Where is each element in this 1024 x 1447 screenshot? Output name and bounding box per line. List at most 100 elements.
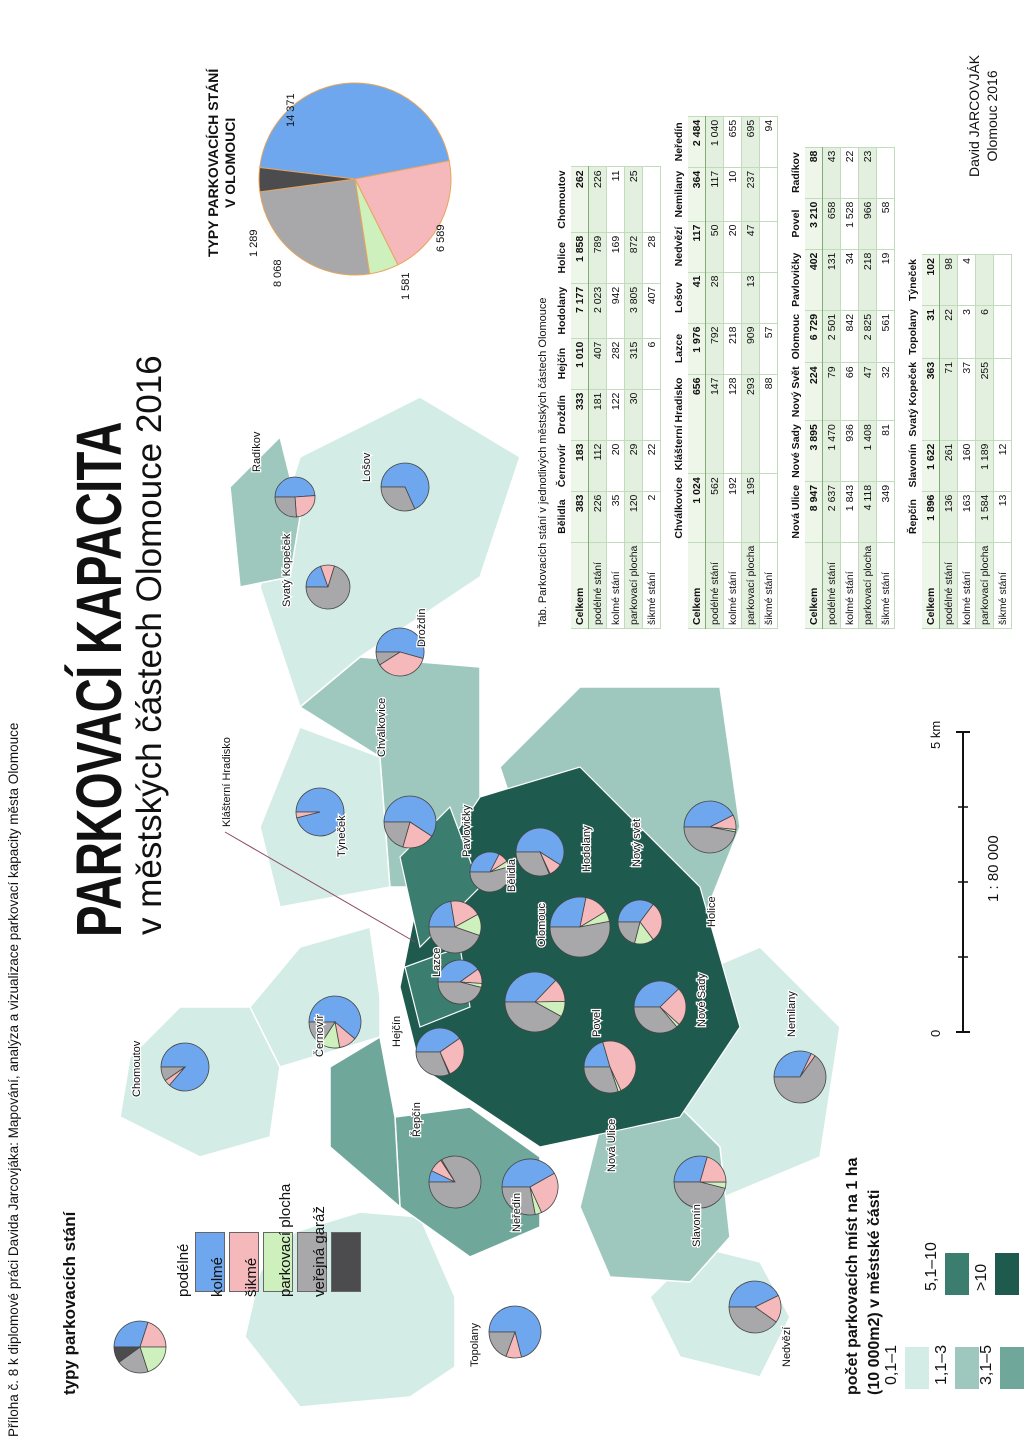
author-name: David JARCOVJÁK (966, 54, 982, 177)
pie-klášterní-hradisko-slice-3 (428, 926, 481, 954)
table-row: šikmé stání 13 12 (993, 254, 1012, 629)
table-header: Slavonín (903, 440, 922, 492)
table-row-label: Celkem (570, 542, 589, 629)
summary-pie-label-1: 6 589 (435, 224, 447, 252)
table-cell: 1 584 (975, 491, 994, 543)
table-row: parkovací plocha 195 293 909 13 47 237 695 (741, 116, 760, 629)
table-cell: 789 (588, 232, 607, 284)
pie-klášterní-hradisko-slice-0 (428, 900, 456, 928)
table-cell: 402 (804, 249, 823, 311)
table-row: Celkem 1 024 656 1 976 41 117 364 2 484 (687, 116, 706, 629)
table-cell: 909 (741, 323, 760, 375)
table-cell: 169 (606, 232, 625, 284)
label-cernovir: Černovír (313, 1014, 326, 1057)
pie-nová-ulice-slice-3 (673, 1181, 726, 1209)
pie-nedvězí-slice-3 (728, 1306, 777, 1334)
table-cell: 22 (642, 440, 661, 492)
table-cell: 30 (624, 389, 643, 441)
table-cell (759, 167, 778, 222)
pie-pavlovičky-slice-0 (469, 851, 500, 873)
table-cell: 47 (741, 221, 760, 273)
pie-nový-svět-slice-1 (639, 903, 663, 941)
table-header: Nemilany (669, 167, 688, 222)
table-cell: 282 (606, 338, 625, 390)
table-header: Olomouc (786, 310, 805, 363)
label-neredin: Neředín (511, 1193, 523, 1232)
table-row: kolmé stání 1 843 936 66 842 34 1 528 22 (840, 147, 859, 629)
pie-holice-slice-0 (683, 800, 734, 828)
label-olomouc: Olomouc (536, 902, 548, 947)
table-cell: 349 (876, 481, 895, 543)
table-cell: 160 (957, 440, 976, 492)
pie-droždín-slice-0 (375, 627, 425, 659)
table-cell: 658 (822, 198, 841, 250)
table-cell: 81 (876, 420, 895, 482)
table-header: Droždín (552, 389, 571, 441)
table-cell: 1 528 (840, 198, 859, 250)
pie-hodolany-slice-3 (549, 920, 611, 958)
table-cell: 1 976 (687, 323, 706, 375)
legend-label-4: veřejná garáž (311, 1206, 328, 1297)
density-label-4: >10 (973, 1263, 990, 1291)
table-cell: 364 (687, 167, 706, 222)
table-cell: 218 (858, 249, 877, 311)
table-cell (993, 305, 1012, 359)
pie-nové-sady-slice-0 (633, 980, 680, 1008)
summary-pie-label-0: 14 371 (285, 93, 297, 127)
table-cell: 1 622 (921, 440, 940, 492)
table-row: šikmé stání 2 22 6 407 28 (642, 166, 661, 629)
table-row: podélné stání 2 637 1 470 79 2 501 131 658 43 (822, 147, 841, 629)
summary-pie-chart (258, 82, 452, 276)
table-header: Neředín (669, 116, 688, 168)
pie-lošov-slice-0 (380, 462, 430, 510)
scale-ratio: 1 : 80 000 (985, 835, 1002, 902)
table-cell: 792 (705, 323, 724, 375)
table-cell: 41 (687, 272, 706, 324)
table-cell (642, 166, 661, 233)
table-cell: 562 (705, 473, 724, 543)
table-cell: 163 (957, 491, 976, 543)
scale-bar (956, 731, 970, 1033)
summary-pie-slice-4 (258, 166, 356, 193)
table-cell: 293 (741, 374, 760, 474)
table-cell: 407 (642, 283, 661, 339)
label-topolany: Topolany (469, 1322, 481, 1367)
table-cell: 50 (705, 221, 724, 273)
table-cell: 6 (642, 338, 661, 390)
legend-label-3: parkovací plocha (277, 1183, 294, 1297)
table-cell: 407 (588, 338, 607, 390)
pie-neředín-slice-3 (501, 1186, 536, 1216)
table-cell: 6 729 (804, 310, 823, 363)
table-row: šikmé stání 349 81 32 561 19 58 (876, 147, 895, 629)
legend-label-2: šikmé (243, 1257, 260, 1297)
table-cell: 262 (570, 166, 589, 233)
table-cell: 183 (570, 440, 589, 492)
pie-nová-ulice-slice-0 (673, 1155, 708, 1183)
density-swatch-0 (905, 1347, 929, 1389)
legend-density-title-line1: počet parkovacích míst na 1 ha (844, 1157, 861, 1395)
table-cell: 57 (759, 323, 778, 375)
table-row-label: podélné stání (822, 542, 841, 629)
table-cell: 122 (606, 389, 625, 441)
table-row-label: šikmé stání (876, 542, 895, 629)
table-row-label: parkovací plocha (624, 542, 643, 629)
table-cell: 192 (723, 473, 742, 543)
table-row-label: kolmé stání (606, 542, 625, 629)
pie-nový-svět-slice-3 (617, 921, 641, 944)
table-cell: 181 (588, 389, 607, 441)
table-row: kolmé stání 192 128 218 20 10 655 (723, 116, 742, 629)
table-cell: 656 (687, 374, 706, 474)
table-cell: 131 (822, 249, 841, 311)
legend-types-title: typy parkovacích stání (60, 1211, 79, 1395)
table-cell: 32 (876, 362, 895, 421)
table-caption: Tab. Parkovacích stání v jednotlivých mě… (537, 297, 549, 627)
table-header: Radíkov (786, 147, 805, 199)
label-chomoutov: Chomoutov (131, 1040, 143, 1097)
district-pie-charts (160, 462, 827, 1359)
table-cell: 35 (606, 491, 625, 543)
pie-neředín-slice-0 (501, 1158, 555, 1188)
scale-tick-0: 0 (928, 1029, 943, 1037)
pie-chválkovice-slice-3 (383, 821, 411, 848)
table-cell: 1 010 (570, 338, 589, 390)
pie-nedvězí-slice-0 (728, 1280, 779, 1308)
